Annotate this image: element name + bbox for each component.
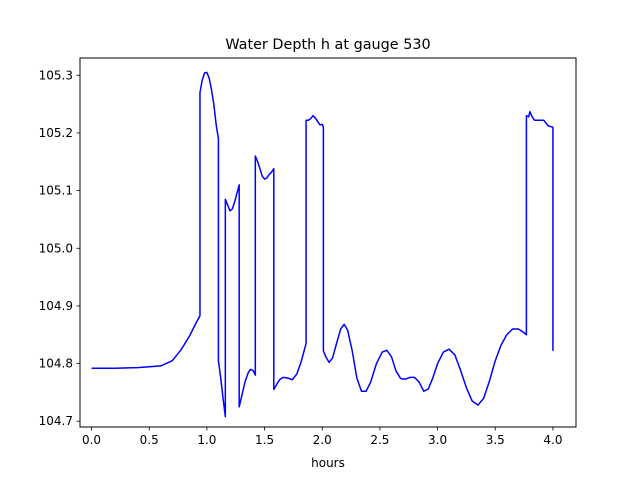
x-axis: 0.0 0.5 1.0 1.5 2.0 2.5 3.0 3.5 4.0 (82, 427, 562, 447)
axes-frame (79, 57, 577, 428)
x-tick-label: 1.5 (255, 433, 274, 447)
y-tick-label: 105.1 (39, 184, 73, 198)
x-tick-label: 1.0 (197, 433, 216, 447)
x-tick-label: 0.5 (140, 433, 159, 447)
series-line (91, 71, 554, 418)
plot-area (91, 71, 554, 418)
x-axis-label: hours (311, 456, 345, 470)
x-tick-label: 3.5 (486, 433, 505, 447)
x-tick-label: 2.0 (313, 433, 332, 447)
y-tick-label: 104.7 (39, 414, 73, 428)
x-tick-label: 3.0 (428, 433, 447, 447)
y-tick-label: 104.8 (39, 357, 73, 371)
y-axis: 104.7 104.8 104.9 105.0 105.1 105.2 105.3 (39, 68, 80, 428)
y-tick-label: 105.0 (39, 241, 73, 255)
y-tick-label: 104.9 (39, 299, 73, 313)
y-tick-label: 105.3 (39, 68, 73, 82)
x-tick-label: 0.0 (82, 433, 101, 447)
y-tick-label: 105.2 (39, 126, 73, 140)
chart-title: Water Depth h at gauge 530 (225, 37, 430, 53)
x-tick-label: 2.5 (370, 433, 389, 447)
x-tick-label: 4.0 (543, 433, 562, 447)
